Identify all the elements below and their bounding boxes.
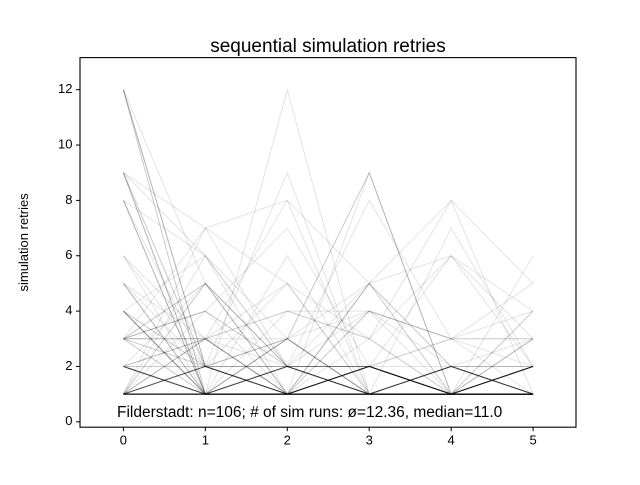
svg-text:10: 10 xyxy=(58,136,72,151)
svg-text:8: 8 xyxy=(65,192,72,207)
svg-text:Filderstadt: n=106; # of sim r: Filderstadt: n=106; # of sim runs: ø=12.… xyxy=(117,404,503,421)
svg-text:1: 1 xyxy=(202,432,209,447)
svg-text:2: 2 xyxy=(284,432,291,447)
svg-text:4: 4 xyxy=(65,303,72,318)
svg-text:3: 3 xyxy=(366,432,373,447)
svg-text:sequential simulation retries: sequential simulation retries xyxy=(210,36,446,57)
svg-text:2: 2 xyxy=(65,358,72,373)
svg-text:4: 4 xyxy=(448,432,455,447)
svg-text:0: 0 xyxy=(65,413,72,428)
svg-text:6: 6 xyxy=(65,247,72,262)
svg-text:5: 5 xyxy=(529,432,536,447)
svg-text:0: 0 xyxy=(120,432,127,447)
svg-text:12: 12 xyxy=(58,81,72,96)
svg-text:simulation retries: simulation retries xyxy=(16,193,31,292)
